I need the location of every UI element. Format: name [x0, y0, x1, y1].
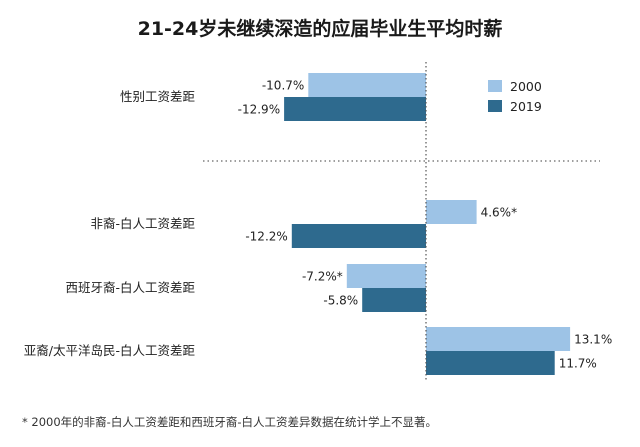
data-label: 4.6%* — [481, 206, 517, 220]
data-label: -10.7% — [262, 79, 304, 93]
footnote: * 2000年的非裔-白人工资差距和西班牙裔-白人工资差异数据在统计学上不显著。 — [22, 415, 437, 429]
legend-swatch-2019 — [488, 100, 502, 112]
bar-2019 — [426, 351, 555, 375]
legend-label: 2019 — [510, 99, 542, 114]
category-label: 西班牙裔-白人工资差距 — [65, 280, 195, 295]
bar-2000 — [426, 200, 477, 224]
data-label: -12.2% — [245, 230, 287, 244]
category-label: 非裔-白人工资差距 — [90, 216, 195, 231]
legend-label: 2000 — [510, 79, 542, 94]
category-label: 亚裔/太平洋岛民-白人工资差距 — [24, 343, 195, 358]
chart-title: 21-24岁未继续深造的应届毕业生平均时薪 — [137, 18, 503, 40]
data-label: 11.7% — [559, 357, 597, 371]
bar-2000 — [346, 264, 426, 288]
bar-2019 — [291, 224, 426, 248]
data-label: -7.2%* — [302, 270, 343, 284]
data-label: -12.9% — [238, 103, 280, 117]
category-label: 性别工资差距 — [120, 89, 195, 104]
bar-2019 — [362, 288, 426, 312]
bar-2000 — [308, 73, 426, 97]
bar-2000 — [426, 327, 571, 351]
bar-2019 — [284, 97, 426, 121]
legend-swatch-2000 — [488, 80, 502, 92]
data-label: -5.8% — [323, 294, 358, 308]
data-label: 13.1% — [574, 333, 612, 347]
